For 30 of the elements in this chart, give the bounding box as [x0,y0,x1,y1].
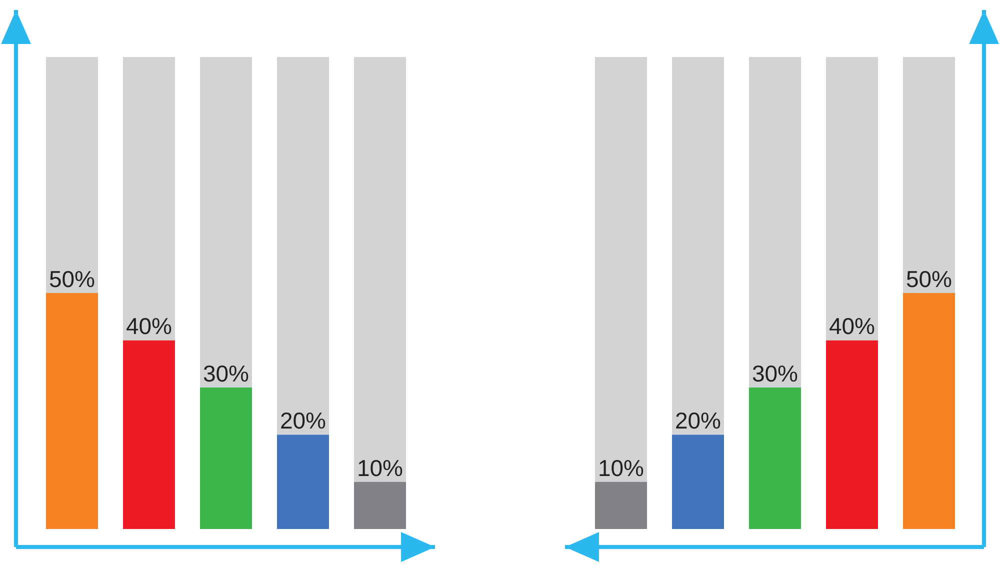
bar [749,387,801,529]
bar [672,57,724,435]
bar [123,340,175,529]
bar [200,387,252,529]
bar [595,57,647,482]
data-label: 50% [906,266,952,292]
bar [46,57,98,293]
bar [46,293,98,529]
data-label: 10% [598,454,644,481]
data-label: 30% [202,360,250,386]
bar [749,57,801,388]
bar [672,434,724,529]
data-label: 50% [48,266,96,292]
bar [277,434,329,529]
data-label: 20% [674,408,722,434]
bar [123,57,175,340]
bar [354,57,406,482]
bar [277,57,329,435]
bar [354,482,406,529]
bar [595,482,647,529]
bar [826,57,878,340]
bar [200,57,252,388]
data-label: 20% [280,408,326,434]
data-label: 10% [356,454,404,481]
bar [903,293,955,529]
bar [903,57,955,293]
data-label: 40% [126,313,172,340]
data-label: 30% [752,360,798,386]
bar [826,340,878,529]
data-label: 40% [828,313,876,340]
